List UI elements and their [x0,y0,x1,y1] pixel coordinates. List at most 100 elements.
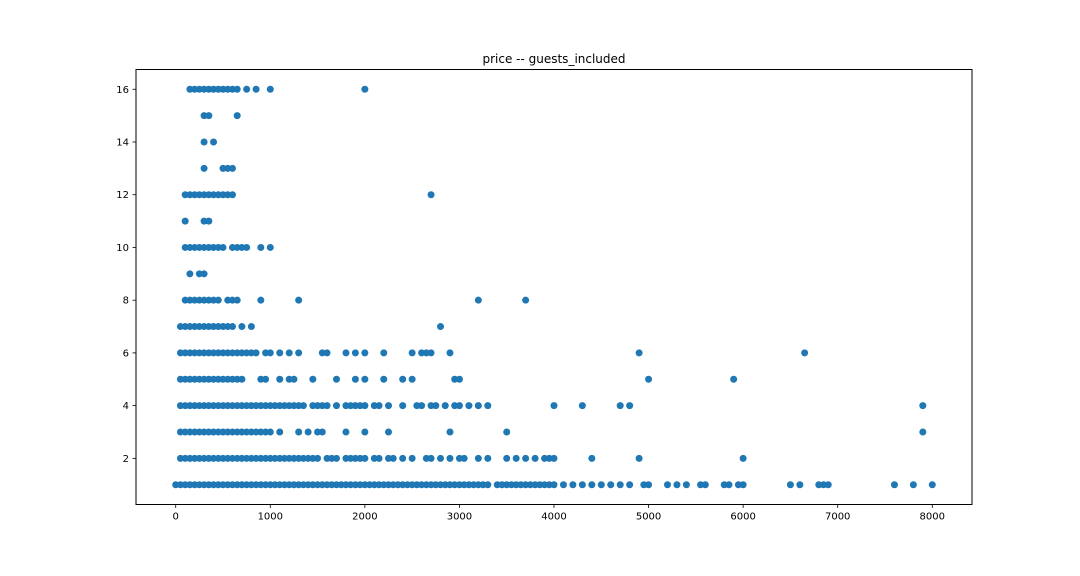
data-point [309,375,317,383]
data-point [522,454,530,462]
data-point [385,428,392,436]
data-point [474,454,482,462]
data-point [465,402,473,410]
data-point [262,375,270,383]
data-point [578,481,586,489]
data-point [446,349,454,357]
data-point [228,164,236,172]
data-point [427,349,435,357]
data-point [228,323,236,331]
data-point [276,349,284,357]
data-point [432,402,440,410]
data-point [455,402,463,410]
data-point [739,454,747,462]
data-point [739,481,747,489]
y-tick-label: 14 [116,138,129,149]
data-point [186,270,194,278]
y-tick-label: 12 [116,190,129,201]
data-point [375,454,383,462]
data-point [205,217,213,225]
data-point [252,349,260,357]
data-point [290,375,298,383]
axis-ticks: 0 1000 2000 3000 4000 5000 6000 7000 8000 2 4 6 8 10 1… [116,85,945,523]
y-tick-label: 2 [123,454,129,465]
chart-title: price -- guests_included [482,52,625,66]
data-point [318,428,326,436]
data-point [257,243,265,251]
data-point [616,402,624,410]
y-tick-label: 16 [116,85,129,96]
data-point [361,375,369,383]
data-point [375,402,383,410]
data-point [786,481,794,489]
data-point [597,481,605,489]
data-point [285,349,293,357]
data-point [607,481,615,489]
data-point [342,428,350,436]
data-point [323,402,331,410]
data-point [588,481,596,489]
data-point [578,402,586,410]
data-point [531,454,539,462]
data-point [909,481,917,489]
data-point [332,402,340,410]
data-point [351,375,359,383]
data-point [276,375,284,383]
data-point [635,454,643,462]
data-point [219,243,227,251]
data-point [276,428,284,436]
x-tick-label: 4000 [541,512,566,523]
data-point [446,428,454,436]
plot-area-frame [135,69,973,505]
y-tick-label: 10 [116,243,129,254]
data-point [361,349,369,357]
data-point [635,349,643,357]
data-point [503,454,511,462]
data-point [645,375,653,383]
data-point [550,481,558,489]
data-point [380,349,388,357]
data-point [295,296,303,304]
data-point [200,164,208,172]
data-point [295,349,303,357]
x-tick-label: 7000 [825,512,850,523]
data-point [626,402,634,410]
data-point [701,481,709,489]
data-point [266,85,274,93]
data-point [181,217,189,225]
data-point [243,85,251,93]
data-point [205,112,213,120]
data-point [361,402,369,410]
data-point [559,481,567,489]
data-point [233,85,241,93]
data-point [550,454,558,462]
data-point [503,428,511,436]
y-tick-label: 4 [123,401,129,412]
data-point [342,349,350,357]
data-point [238,375,246,383]
data-point [304,428,312,436]
data-point [243,243,251,251]
data-point [389,454,397,462]
data-point [427,191,435,199]
data-point [673,481,681,489]
data-point [427,454,435,462]
data-point [730,375,738,383]
x-tick-label: 2000 [352,512,377,523]
data-point [233,296,241,304]
data-point [408,454,416,462]
data-point [399,454,407,462]
data-point [484,402,492,410]
data-point [437,323,445,331]
data-point [266,428,274,436]
data-point [418,402,426,410]
data-point [295,428,303,436]
data-point [399,375,407,383]
data-point [361,85,369,93]
data-point [200,138,208,146]
x-tick-label: 1000 [258,512,283,523]
data-point [266,243,274,251]
data-point [725,481,733,489]
data-point [663,481,671,489]
